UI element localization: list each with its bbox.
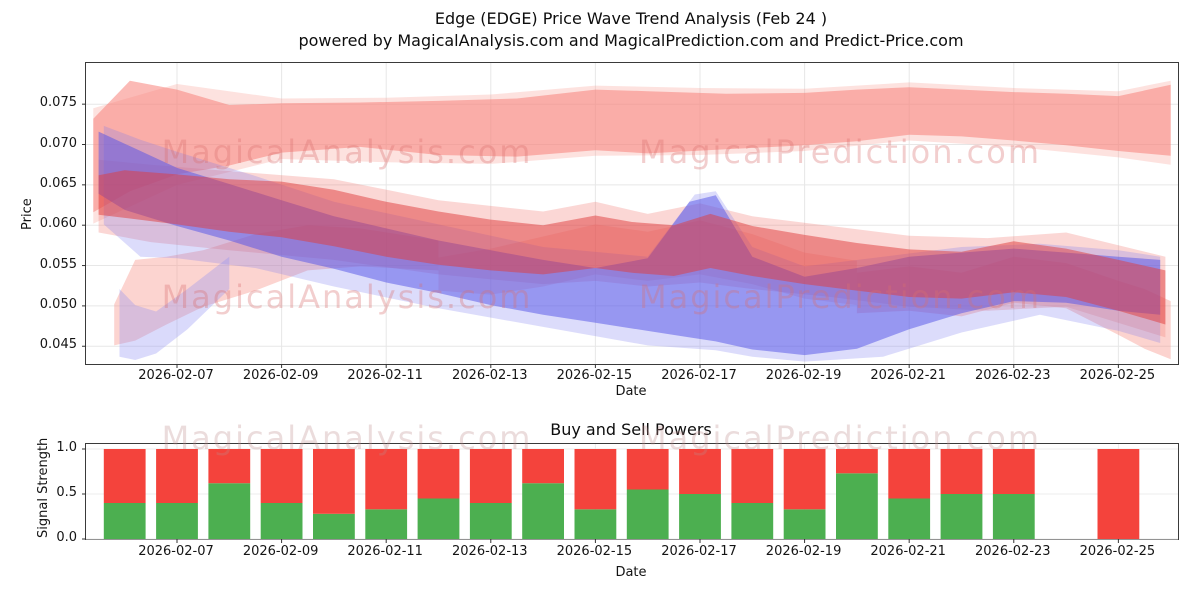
sell-bar (731, 449, 774, 503)
buy-bar (783, 509, 826, 539)
sell-bar (1097, 449, 1140, 539)
wave-band-blue-left-tail (119, 256, 230, 360)
buy-bar (522, 483, 564, 539)
sell-bar (836, 449, 878, 474)
wave-band-blue-trend (98, 131, 1161, 356)
sell-bar (522, 449, 564, 484)
sell-bar (417, 449, 460, 499)
bar-chart-title: Buy and Sell Powers (550, 420, 712, 439)
buy-bar (313, 513, 355, 539)
y-tick-label: 0.065 (39, 175, 77, 191)
x-tick-label: 2026-02-17 (661, 368, 737, 383)
buy-bar (208, 483, 251, 539)
x-tick-label: 2026-02-21 (870, 544, 946, 559)
sell-bar (103, 449, 146, 503)
buy-bar (365, 509, 408, 539)
sell-bar (156, 449, 198, 503)
y-tick-label: 0.050 (39, 296, 77, 312)
x-tick-label: 2026-02-15 (556, 368, 633, 383)
wave-band-support-trend-red (98, 170, 1166, 325)
x-tick-label: 2026-02-23 (975, 544, 1051, 559)
y-tick-label: 0.5 (56, 485, 77, 500)
x-tick-label: 2026-02-13 (452, 368, 528, 383)
date-axis-label-top: Date (615, 384, 647, 399)
y-tick-label: 0.045 (39, 337, 77, 353)
y-tick-label: 0.060 (39, 216, 77, 232)
page-subtitle: powered by MagicalAnalysis.com and Magic… (298, 31, 964, 50)
sell-bar (679, 449, 721, 494)
x-tick-label: 2026-02-19 (765, 368, 842, 383)
x-tick-label: 2026-02-15 (556, 544, 633, 559)
sell-bar (574, 449, 617, 510)
sell-bar (469, 449, 512, 503)
x-tick-label: 2026-02-21 (870, 368, 946, 383)
x-tick-label: 2026-02-09 (242, 544, 319, 559)
sell-bar (992, 449, 1035, 494)
buy-bar (156, 503, 198, 539)
buy-bar (469, 503, 512, 539)
y-tick-label: 0.0 (56, 530, 77, 545)
y-tick-label: 1.0 (56, 440, 77, 455)
x-tick-label: 2026-02-09 (242, 368, 319, 383)
x-tick-label: 2026-02-07 (138, 368, 214, 383)
x-tick-label: 2026-02-19 (765, 544, 842, 559)
sell-bar (260, 449, 303, 503)
date-axis-label-bottom: Date (615, 565, 647, 580)
x-tick-label: 2026-02-23 (975, 368, 1051, 383)
buy-sell-chart (82, 443, 1179, 543)
wave-band-resistance-band (93, 80, 1171, 213)
buy-bar (731, 503, 774, 539)
y-tick-label: 0.055 (39, 256, 77, 272)
x-tick-label: 2026-02-07 (138, 544, 214, 559)
price-wave-chart (82, 62, 1179, 368)
buy-bar (626, 489, 669, 539)
buy-bar (836, 473, 878, 539)
buy-bar (940, 494, 983, 539)
x-tick-label: 2026-02-25 (1079, 368, 1156, 383)
buy-bar (574, 509, 617, 539)
buy-bar (679, 494, 721, 539)
x-tick-label: 2026-02-13 (452, 544, 528, 559)
sell-bar (626, 449, 669, 490)
sell-bar (940, 449, 983, 494)
x-tick-label: 2026-02-11 (347, 544, 423, 559)
sell-bar (888, 449, 931, 499)
sell-bar (208, 449, 251, 484)
x-tick-label: 2026-02-17 (661, 544, 737, 559)
x-tick-label: 2026-02-11 (347, 368, 423, 383)
sell-bar (365, 449, 408, 510)
page-title: Edge (EDGE) Price Wave Trend Analysis (F… (434, 9, 828, 28)
sell-bar (783, 449, 826, 510)
buy-bar (103, 503, 146, 539)
buy-bar (417, 498, 460, 539)
sell-bar (313, 449, 355, 514)
x-tick-label: 2026-02-25 (1079, 544, 1156, 559)
buy-bar (260, 503, 303, 539)
buy-bar (888, 498, 931, 539)
buy-bar (992, 494, 1035, 539)
y-tick-label: 0.075 (39, 95, 77, 111)
y-tick-label: 0.070 (39, 135, 77, 151)
